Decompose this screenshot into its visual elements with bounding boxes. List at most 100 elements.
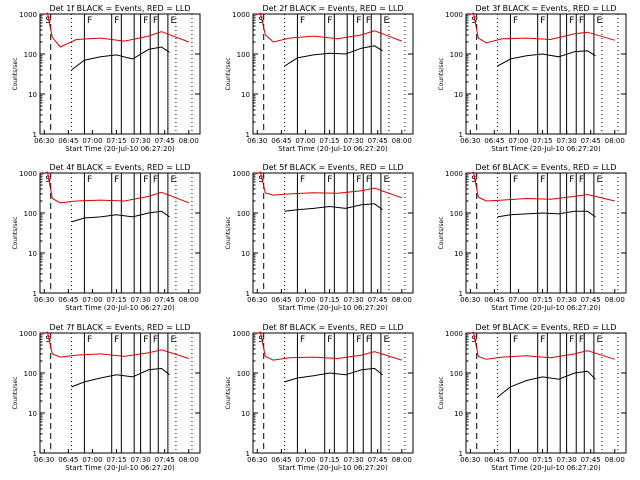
y-tick-label: 1 xyxy=(459,131,463,139)
x-tick-label: 07:15 xyxy=(532,456,552,464)
x-tick-label: 06:45 xyxy=(484,296,504,304)
y-tick-label: 10 xyxy=(28,410,37,418)
y-axis-label: Counts/sec xyxy=(225,216,232,249)
y-tick-label: 100 xyxy=(24,210,37,218)
lld-curve xyxy=(468,331,615,360)
y-axis-label: Counts/sec xyxy=(12,376,19,409)
interval-marker-F: F xyxy=(300,175,305,185)
interval-marker-F: F xyxy=(366,16,371,26)
interval-marker-E: E xyxy=(596,335,602,345)
events-curve xyxy=(71,210,170,223)
interval-marker-F: F xyxy=(513,335,518,345)
interval-marker-F: F xyxy=(87,335,92,345)
plot-frame xyxy=(39,332,201,454)
panel-title: Det 4f BLACK = Events, RED = LLD xyxy=(49,163,190,172)
interval-marker-F: F xyxy=(356,335,361,345)
x-tick-label: 07:15 xyxy=(106,296,126,304)
interval-marker-F: F xyxy=(114,16,119,26)
y-tick-label: 1000 xyxy=(232,330,250,338)
plot-frame xyxy=(252,13,414,135)
x-tick-label: 07:30 xyxy=(344,137,364,145)
interval-marker-S: S xyxy=(258,175,264,185)
x-tick-label: 06:30 xyxy=(460,296,480,304)
interval-marker-F: F xyxy=(513,175,518,185)
y-tick-label: 1 xyxy=(33,131,37,139)
y-axis-label: Counts/sec xyxy=(225,376,232,409)
y-tick-label: 1000 xyxy=(445,170,463,178)
y-tick-label: 10 xyxy=(454,91,463,99)
y-tick-label: 1 xyxy=(459,450,463,458)
y-tick-label: 1000 xyxy=(232,11,250,19)
y-axis-label: Counts/sec xyxy=(438,216,445,249)
interval-marker-F: F xyxy=(327,335,332,345)
interval-marker-F: F xyxy=(153,335,158,345)
lld-curve xyxy=(255,12,402,43)
y-axis-label: Counts/sec xyxy=(438,376,445,409)
x-tick-label: 07:00 xyxy=(82,456,102,464)
events-curve xyxy=(71,46,170,71)
panel-det-6: Det 6f BLACK = Events, RED = LLD 1 10 100 10… xyxy=(438,163,627,312)
x-tick-label: 07:15 xyxy=(532,137,552,145)
y-tick-label: 100 xyxy=(237,51,250,59)
interval-marker-E: E xyxy=(383,175,389,185)
interval-marker-S: S xyxy=(471,335,477,345)
x-tick-label: 07:30 xyxy=(344,456,364,464)
panel-title: Det 7f BLACK = Events, RED = LLD xyxy=(49,323,190,332)
interval-marker-F: F xyxy=(356,16,361,26)
x-axis-label: Start Time (20-Jul-10 06:27:20) xyxy=(278,145,388,153)
x-tick-label: 08:00 xyxy=(605,137,625,145)
lld-curve xyxy=(468,12,615,44)
interval-marker-F: F xyxy=(356,175,361,185)
x-tick-label: 06:45 xyxy=(484,456,504,464)
x-tick-label: 06:45 xyxy=(271,456,291,464)
y-tick-label: 10 xyxy=(454,250,463,258)
plot-frame xyxy=(252,332,414,454)
x-tick-label: 07:30 xyxy=(131,456,151,464)
x-tick-label: 07:45 xyxy=(368,296,388,304)
x-tick-label: 07:45 xyxy=(368,456,388,464)
y-tick-label: 10 xyxy=(28,250,37,258)
x-tick-label: 06:45 xyxy=(58,456,78,464)
x-tick-label: 07:00 xyxy=(508,456,528,464)
interval-marker-F: F xyxy=(143,335,148,345)
x-axis-label: Start Time (20-Jul-10 06:27:20) xyxy=(278,464,388,472)
x-tick-label: 08:00 xyxy=(605,456,625,464)
plot-frame xyxy=(465,172,627,294)
y-axis-label: Counts/sec xyxy=(438,57,445,90)
panel-det-3: Det 3f BLACK = Events, RED = LLD 1 10 100 10… xyxy=(438,4,627,153)
interval-marker-S: S xyxy=(471,16,477,26)
events-curve xyxy=(497,50,596,67)
x-tick-label: 07:15 xyxy=(319,137,339,145)
interval-marker-F: F xyxy=(327,175,332,185)
events-curve xyxy=(284,45,383,67)
interval-marker-S: S xyxy=(45,16,51,26)
interval-marker-F: F xyxy=(569,175,574,185)
x-tick-label: 07:45 xyxy=(155,137,175,145)
y-axis-label: Counts/sec xyxy=(12,216,19,249)
interval-marker-S: S xyxy=(45,335,51,345)
interval-marker-E: E xyxy=(596,16,602,26)
panel-det-4: Det 4f BLACK = Events, RED = LLD 1 10 100 10… xyxy=(12,163,201,312)
interval-marker-E: E xyxy=(383,335,389,345)
x-tick-label: 07:00 xyxy=(82,137,102,145)
x-axis-label: Start Time (20-Jul-10 06:27:20) xyxy=(65,145,175,153)
x-tick-label: 07:00 xyxy=(82,296,102,304)
x-axis-label: Start Time (20-Jul-10 06:27:20) xyxy=(65,464,175,472)
x-axis-label: Start Time (20-Jul-10 06:27:20) xyxy=(491,145,601,153)
interval-marker-F: F xyxy=(143,16,148,26)
y-tick-label: 100 xyxy=(24,370,37,378)
x-tick-label: 07:45 xyxy=(155,456,175,464)
panel-title: Det 5f BLACK = Events, RED = LLD xyxy=(262,163,403,172)
y-tick-label: 100 xyxy=(450,51,463,59)
x-tick-label: 06:30 xyxy=(247,137,267,145)
y-tick-label: 1 xyxy=(459,290,463,298)
panel-title: Det 8f BLACK = Events, RED = LLD xyxy=(262,323,403,332)
x-axis-label: Start Time (20-Jul-10 06:27:20) xyxy=(278,304,388,312)
y-tick-label: 10 xyxy=(241,91,250,99)
x-tick-label: 07:00 xyxy=(295,296,315,304)
x-tick-label: 07:00 xyxy=(508,296,528,304)
x-tick-label: 06:30 xyxy=(460,456,480,464)
panel-title: Det 6f BLACK = Events, RED = LLD xyxy=(475,163,616,172)
x-tick-label: 07:15 xyxy=(106,456,126,464)
x-tick-label: 08:00 xyxy=(392,456,412,464)
